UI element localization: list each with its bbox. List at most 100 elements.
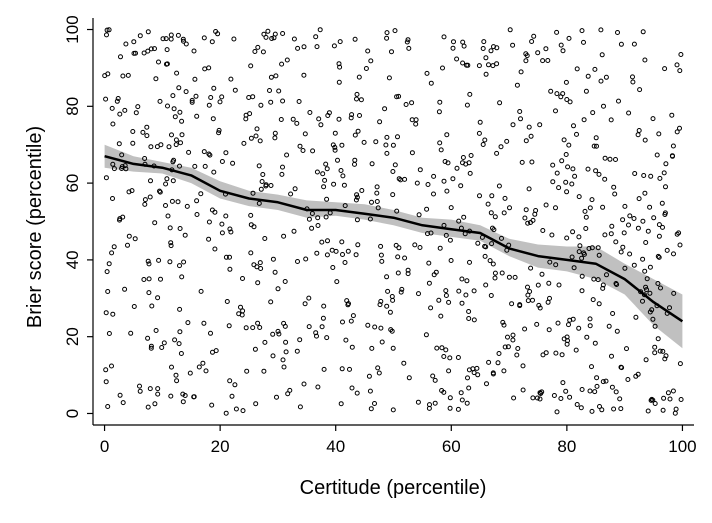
scatter-point <box>570 166 576 172</box>
scatter-point <box>633 373 639 379</box>
scatter-point <box>294 120 300 126</box>
scatter-point <box>231 36 237 42</box>
scatter-point <box>137 383 142 389</box>
scatter-point <box>464 102 470 108</box>
scatter-point <box>480 46 486 51</box>
scatter-point <box>280 164 285 170</box>
scatter-point <box>392 28 398 34</box>
scatter-point <box>650 116 656 122</box>
scatter-point <box>202 163 208 169</box>
scatter-point <box>570 229 576 235</box>
scatter-point <box>635 225 641 231</box>
scatter-point <box>446 368 452 374</box>
scatter-point <box>390 297 396 303</box>
scatter-point <box>283 339 289 345</box>
scatter-point <box>399 286 405 292</box>
scatter-point <box>483 244 489 250</box>
scatter-point <box>537 122 543 128</box>
scatter-point <box>177 109 183 115</box>
scatter-point <box>253 401 259 407</box>
scatter-point <box>611 184 617 190</box>
scatter-point <box>248 222 254 228</box>
scatter-point <box>213 348 219 354</box>
scatter-point <box>612 191 618 197</box>
scatter-point <box>437 99 443 105</box>
scatter-point <box>459 276 465 282</box>
scatter-point <box>314 169 320 175</box>
scatter-point <box>314 44 320 50</box>
scatter-point <box>233 406 239 412</box>
scatter-point <box>539 271 545 277</box>
scatter-point <box>232 382 238 388</box>
scatter-point <box>303 256 309 262</box>
scatter-point <box>170 178 176 184</box>
scatter-point <box>571 265 577 271</box>
scatter-point <box>460 155 466 160</box>
scatter-point <box>474 365 480 371</box>
scatter-point <box>223 254 229 260</box>
scatter-point <box>172 337 178 343</box>
scatter-point <box>355 128 361 134</box>
scatter-point <box>622 203 628 209</box>
scatter-point <box>606 323 612 329</box>
scatter-point <box>384 35 390 41</box>
scatter-point <box>104 32 109 38</box>
scatter-point <box>578 405 584 411</box>
scatter-point <box>206 236 212 242</box>
x-tick-label: 0 <box>100 437 109 456</box>
scatter-point <box>652 401 658 406</box>
y-tick-label: 60 <box>63 174 82 193</box>
scatter-point <box>179 132 185 138</box>
scatter-point <box>656 222 662 228</box>
scatter-point <box>656 131 662 137</box>
scatter-point <box>556 282 562 288</box>
scatter-point <box>258 266 264 271</box>
scatter-point <box>447 395 453 401</box>
scatter-point <box>594 383 600 389</box>
scatter-point <box>184 203 190 209</box>
scatter-point <box>203 368 209 374</box>
scatter-point <box>174 70 180 76</box>
scatter-point <box>384 30 390 36</box>
scatter-point <box>314 333 319 339</box>
scatter-point <box>149 303 155 309</box>
scatter-point <box>255 320 261 326</box>
scatter-point <box>174 378 180 384</box>
scatter-point <box>209 402 215 408</box>
scatter-point <box>230 160 236 166</box>
scatter-point <box>378 298 384 304</box>
scatter-point <box>491 227 497 233</box>
scatter-point <box>334 279 340 285</box>
scatter-point <box>152 220 158 226</box>
scatter-point <box>259 179 265 184</box>
scatter-point <box>466 385 472 391</box>
scatter-point <box>431 173 437 179</box>
scatter-point <box>326 110 332 116</box>
scatter-point <box>547 295 552 301</box>
scatter-point <box>574 131 579 137</box>
scatter-point <box>563 388 569 394</box>
scatter-point <box>630 79 636 85</box>
scatter-point <box>596 171 602 177</box>
scatter-point <box>567 99 573 105</box>
scatter-point <box>180 399 186 405</box>
scatter-point <box>103 96 109 102</box>
scatter-point <box>632 171 638 176</box>
scatter-point <box>677 242 683 248</box>
scatter-point <box>358 97 364 103</box>
scatter-point <box>482 253 488 259</box>
scatter-point <box>528 133 534 139</box>
scatter-point <box>191 48 197 54</box>
scatter-point <box>441 354 447 359</box>
scatter-point <box>279 61 285 67</box>
scatter-point <box>484 381 489 387</box>
scatter-point <box>122 163 128 169</box>
scatter-point <box>295 259 300 264</box>
scatter-point <box>148 343 154 349</box>
scatter-point <box>497 100 503 106</box>
scatter-point <box>441 34 447 40</box>
scatter-point <box>528 265 534 271</box>
scatter-point <box>466 316 472 321</box>
scatter-point <box>576 234 582 240</box>
scatter-point <box>655 281 661 286</box>
